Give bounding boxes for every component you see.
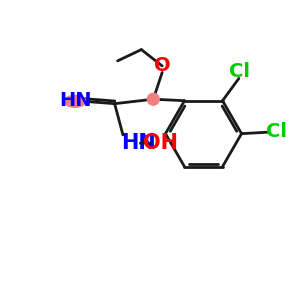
- Text: HN: HN: [122, 133, 156, 153]
- Text: HN: HN: [59, 91, 91, 110]
- Circle shape: [147, 93, 159, 105]
- Text: −: −: [136, 133, 154, 153]
- Text: Cl: Cl: [229, 62, 250, 81]
- Text: Cl: Cl: [266, 122, 287, 141]
- Text: OH: OH: [143, 133, 178, 153]
- Text: O: O: [154, 56, 170, 75]
- Ellipse shape: [64, 95, 86, 107]
